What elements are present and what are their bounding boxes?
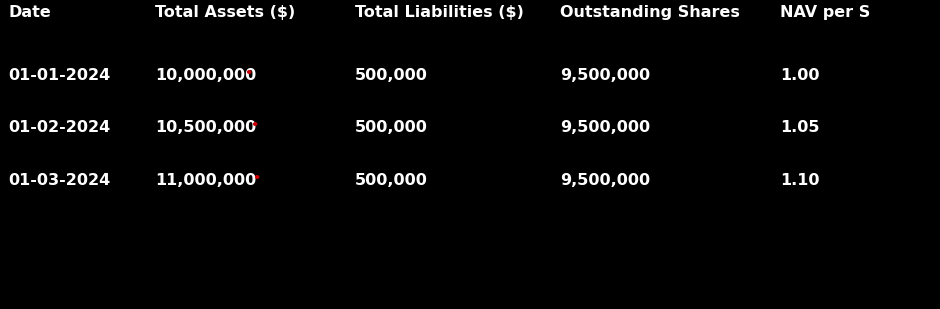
Text: 500,000: 500,000 [355, 120, 428, 135]
Text: 9,500,000: 9,500,000 [560, 120, 650, 135]
Text: •: • [250, 119, 258, 132]
Text: NAV per S: NAV per S [780, 5, 870, 20]
Text: Total Liabilities ($): Total Liabilities ($) [355, 5, 524, 20]
Text: 01-01-2024: 01-01-2024 [8, 68, 110, 83]
Text: 500,000: 500,000 [355, 68, 428, 83]
Text: 01-03-2024: 01-03-2024 [8, 173, 110, 188]
Text: 500,000: 500,000 [355, 173, 428, 188]
Text: •: • [244, 67, 252, 80]
Text: 9,500,000: 9,500,000 [560, 173, 650, 188]
Text: 11,000,000: 11,000,000 [155, 173, 257, 188]
Text: 10,500,000: 10,500,000 [155, 120, 257, 135]
Text: 1.10: 1.10 [780, 173, 820, 188]
Text: Total Assets ($): Total Assets ($) [155, 5, 295, 20]
Text: •: • [252, 172, 260, 185]
Text: 10,000,000: 10,000,000 [155, 68, 257, 83]
Text: 01-02-2024: 01-02-2024 [8, 120, 110, 135]
Text: 9,500,000: 9,500,000 [560, 68, 650, 83]
Text: Outstanding Shares: Outstanding Shares [560, 5, 740, 20]
Text: Date: Date [8, 5, 51, 20]
Text: 1.05: 1.05 [780, 120, 820, 135]
Text: 1.00: 1.00 [780, 68, 820, 83]
